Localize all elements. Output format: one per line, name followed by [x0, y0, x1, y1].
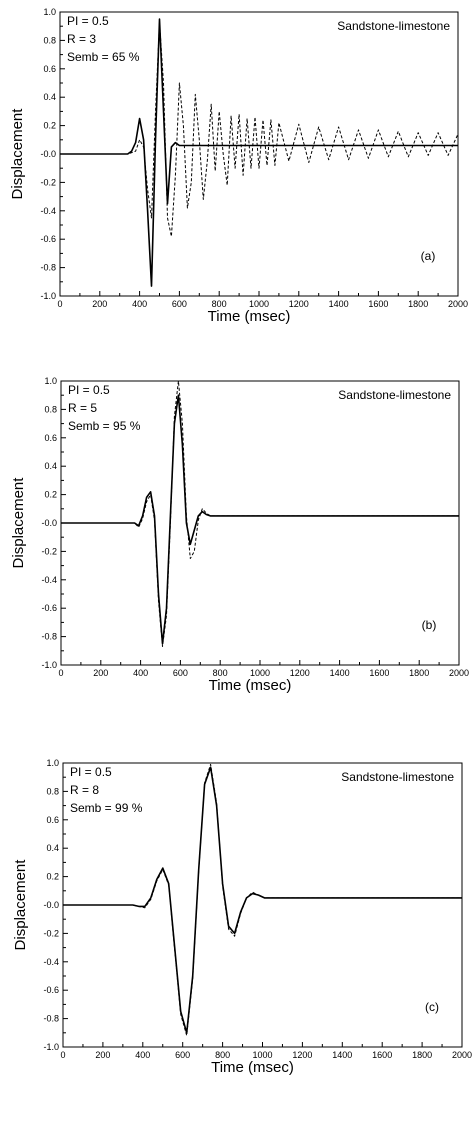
- panel-2-series-dashed-line: [61, 380, 459, 647]
- panel-2-annotation-pi: PI = 0.5: [68, 383, 110, 397]
- panel-3-y-tick-label: 1.0: [46, 758, 59, 768]
- panel-3-annotation-pi: PI = 0.5: [70, 765, 112, 779]
- panel-1-y-tick-label: -0.6: [40, 234, 56, 244]
- panel-1-y-tick-label: 0.2: [43, 121, 56, 131]
- panel-2-panel-label: (b): [422, 618, 437, 632]
- panel-2-x-axis-label: Time (msec): [209, 677, 292, 694]
- panel-2-y-tick-label: -0.6: [41, 603, 57, 613]
- panel-1-y-tick-label: -0.4: [40, 206, 56, 216]
- panel-1-x-tick-label: 1600: [368, 299, 388, 309]
- panel-1-x-tick-label: 1400: [329, 299, 349, 309]
- panel-1-series-solid-line: [60, 18, 458, 287]
- panel-2-x-tick-label: 1600: [369, 668, 389, 678]
- panel-3-x-tick-label: 1200: [292, 1050, 312, 1060]
- panel-2-y-tick-label: 0.8: [44, 404, 57, 414]
- panel-2-annotation-semb: Semb = 95 %: [68, 419, 141, 433]
- panel-2-x-tick-label: 1800: [409, 668, 429, 678]
- panel-2-x-tick-label: 600: [173, 668, 188, 678]
- panel-1-panel-label: (a): [421, 249, 436, 263]
- panel-3-x-tick-label: 1800: [412, 1050, 432, 1060]
- panel-3-x-tick-label: 2000: [452, 1050, 472, 1060]
- panel-1-x-tick-label: 400: [132, 299, 147, 309]
- panel-2-y-tick-label: -1.0: [41, 660, 57, 670]
- panel-2-x-tick-label: 400: [133, 668, 148, 678]
- panel-2-y-tick-label: 1.0: [44, 376, 57, 386]
- panel-3-y-tick-label: 0.2: [46, 872, 59, 882]
- panel-3-y-tick-label: 0.8: [46, 786, 59, 796]
- panel-1-y-tick-label: 0.6: [43, 64, 56, 74]
- panel-3-y-tick-label: -0.6: [43, 985, 59, 995]
- panel-2-y-tick-label: -0.0: [41, 518, 57, 528]
- panel-3-y-tick-label: -0.4: [43, 957, 59, 967]
- panel-2-y-tick-label: 0.4: [44, 461, 57, 471]
- panel-1-x-tick-label: 0: [57, 299, 62, 309]
- panel-3-y-tick-label: -0.2: [43, 928, 59, 938]
- panel-2-x-tick-label: 2000: [449, 668, 469, 678]
- panel-3-x-tick-label: 600: [175, 1050, 190, 1060]
- panel-1-y-tick-label: -0.0: [40, 149, 56, 159]
- panel-2-annotation-r: R = 5: [68, 401, 97, 415]
- panel-2-x-tick-label: 200: [93, 668, 108, 678]
- panel-3-x-tick-label: 1400: [332, 1050, 352, 1060]
- panel-3-note: Sandstone-limestone: [341, 770, 454, 784]
- panel-3-panel-label: (c): [425, 1000, 439, 1014]
- panel-1-annotation-pi: PI = 0.5: [67, 14, 109, 28]
- panel-2-y-tick-label: -0.2: [41, 546, 57, 556]
- panel-3-x-axis-label: Time (msec): [211, 1059, 294, 1076]
- panel-3-y-axis-label: Displacement: [12, 859, 29, 951]
- panel-2-y-tick-label: 0.2: [44, 490, 57, 500]
- panel-3-annotation-semb: Semb = 99 %: [70, 801, 143, 815]
- panel-1-x-tick-label: 200: [92, 299, 107, 309]
- panel-3-x-tick-label: 1000: [252, 1050, 272, 1060]
- panel-3-x-tick-label: 400: [135, 1050, 150, 1060]
- panel-1-x-tick-label: 2000: [448, 299, 468, 309]
- panel-1-x-tick-label: 600: [172, 299, 187, 309]
- panel-3-annotation-r: R = 8: [70, 783, 99, 797]
- panel-1-note: Sandstone-limestone: [337, 19, 450, 33]
- panel-1-annotation-semb: Semb = 65 %: [67, 50, 140, 64]
- panel-3-x-tick-label: 800: [215, 1050, 230, 1060]
- panel-1-y-tick-label: 0.4: [43, 92, 56, 102]
- panel-1-y-axis-label: Displacement: [9, 108, 26, 200]
- panel-1-x-tick-label: 800: [212, 299, 227, 309]
- panel-3-series-solid-line: [63, 766, 462, 1034]
- panel-1-y-tick-label: -1.0: [40, 291, 56, 301]
- panel-1-x-tick-label: 1200: [289, 299, 309, 309]
- panel-1-x-axis-label: Time (msec): [208, 308, 291, 325]
- panel-3-y-tick-label: -1.0: [43, 1042, 59, 1052]
- panel-3-x-tick-label: 200: [95, 1050, 110, 1060]
- panel-3-y-tick-label: -0.0: [43, 900, 59, 910]
- panel-2-x-tick-label: 1200: [290, 668, 310, 678]
- panel-1-y-tick-label: 0.8: [43, 35, 56, 45]
- panel-3-y-tick-label: -0.8: [43, 1014, 59, 1024]
- panel-3-x-tick-label: 0: [60, 1050, 65, 1060]
- panel-2-x-tick-label: 800: [213, 668, 228, 678]
- panel-2-note: Sandstone-limestone: [338, 388, 451, 402]
- panel-1-series-dashed-line: [60, 21, 459, 237]
- panel-1-annotation-r: R = 3: [67, 32, 96, 46]
- panel-1-x-tick-label: 1000: [249, 299, 269, 309]
- panel-1-y-tick-label: -0.2: [40, 177, 56, 187]
- panel-3-x-tick-label: 1600: [372, 1050, 392, 1060]
- panel-1-y-tick-label: 1.0: [43, 7, 56, 17]
- panel-2-x-tick-label: 0: [58, 668, 63, 678]
- panel-2-y-axis-label: Displacement: [10, 477, 27, 569]
- panel-3-y-tick-label: 0.6: [46, 815, 59, 825]
- panel-2-x-tick-label: 1400: [330, 668, 350, 678]
- panel-1-x-tick-label: 1800: [408, 299, 428, 309]
- panel-2-y-tick-label: 0.6: [44, 433, 57, 443]
- panel-2-y-tick-label: -0.8: [41, 632, 57, 642]
- panel-2-y-tick-label: -0.4: [41, 575, 57, 585]
- panel-3-y-tick-label: 0.4: [46, 843, 59, 853]
- panel-1-y-tick-label: -0.8: [40, 263, 56, 273]
- panel-3-series-dashed-line: [63, 763, 462, 1037]
- panel-2-x-tick-label: 1000: [250, 668, 270, 678]
